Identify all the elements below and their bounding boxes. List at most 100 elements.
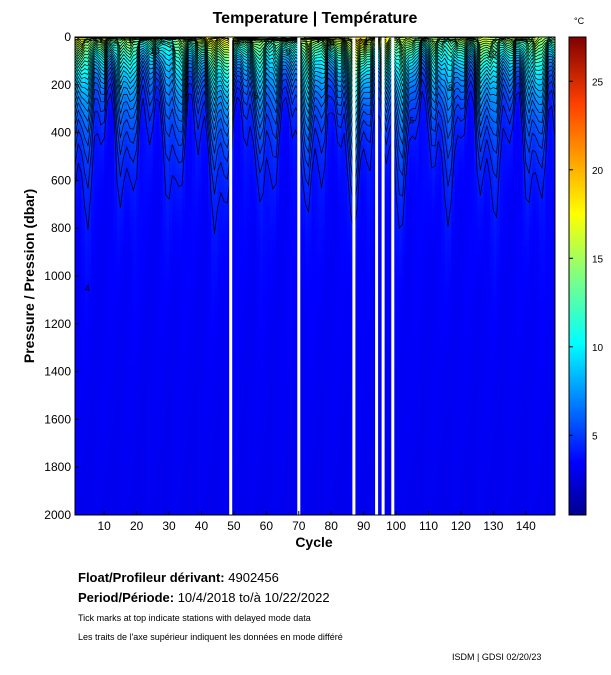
heatmap-cell bbox=[100, 371, 105, 379]
heatmap-cell bbox=[240, 377, 245, 385]
heatmap-cell bbox=[169, 162, 173, 170]
heatmap-cell bbox=[130, 491, 134, 498]
heatmap-cell bbox=[100, 252, 105, 259]
heatmap-cell bbox=[172, 461, 177, 468]
heatmap-cell bbox=[233, 425, 238, 432]
heatmap-cell bbox=[126, 353, 131, 361]
heatmap-cell bbox=[178, 425, 183, 432]
heatmap-cell bbox=[104, 311, 109, 319]
heatmap-cell bbox=[75, 335, 79, 343]
heatmap-cell bbox=[237, 425, 241, 432]
heatmap-cell bbox=[175, 431, 180, 438]
heatmap-cell bbox=[243, 270, 248, 277]
heatmap-cell bbox=[107, 72, 112, 80]
heatmap-cell bbox=[78, 317, 83, 325]
heatmap-cell bbox=[230, 437, 235, 444]
heatmap-cell bbox=[97, 204, 102, 211]
heatmap-cell bbox=[159, 479, 164, 486]
heatmap-cell bbox=[230, 425, 235, 432]
heatmap-cell bbox=[237, 114, 241, 122]
heatmap-cell bbox=[169, 287, 173, 295]
heatmap-cell bbox=[191, 359, 196, 367]
heatmap-cell bbox=[250, 437, 254, 444]
heatmap-cell bbox=[146, 120, 151, 128]
heatmap-cell bbox=[162, 359, 167, 367]
heatmap-cell bbox=[269, 413, 274, 421]
heatmap-cell bbox=[220, 335, 225, 343]
heatmap-cell bbox=[233, 323, 238, 331]
heatmap-cell bbox=[130, 162, 134, 170]
heatmap-cell bbox=[172, 120, 177, 128]
heatmap-cell bbox=[169, 407, 173, 415]
heatmap-cell bbox=[217, 252, 222, 259]
heatmap-cell bbox=[110, 138, 115, 146]
heatmap-cell bbox=[126, 359, 131, 367]
heatmap-cell bbox=[188, 132, 193, 140]
heatmap-cell bbox=[178, 204, 183, 211]
heatmap-cell bbox=[143, 192, 147, 199]
heatmap-cell bbox=[130, 204, 134, 211]
heatmap-cell bbox=[113, 449, 118, 456]
heatmap-cell bbox=[169, 455, 173, 462]
heatmap-cell bbox=[123, 174, 128, 181]
heatmap-cell bbox=[182, 198, 186, 205]
heatmap-cell bbox=[178, 449, 183, 456]
heatmap-cell bbox=[120, 276, 125, 283]
heatmap-cell bbox=[94, 461, 99, 468]
heatmap-cell bbox=[233, 54, 238, 62]
heatmap-cell bbox=[178, 389, 183, 397]
heatmap-cell bbox=[169, 461, 173, 468]
heatmap-cell bbox=[269, 455, 274, 462]
heatmap-cell bbox=[100, 497, 105, 504]
heatmap-cell bbox=[110, 174, 115, 181]
heatmap-cell bbox=[172, 455, 177, 462]
heatmap-cell bbox=[182, 180, 186, 187]
heatmap-cell bbox=[243, 401, 248, 409]
heatmap-cell bbox=[207, 425, 212, 432]
heatmap-cell bbox=[269, 150, 274, 158]
heatmap-cell bbox=[259, 473, 264, 480]
heatmap-cell bbox=[126, 389, 131, 397]
heatmap-cell bbox=[159, 305, 164, 313]
heatmap-cell bbox=[94, 491, 99, 498]
heatmap-cell bbox=[230, 204, 235, 211]
heatmap-cell bbox=[146, 276, 151, 283]
heatmap-cell bbox=[165, 102, 170, 110]
heatmap-cell bbox=[94, 341, 99, 349]
heatmap-cell bbox=[91, 347, 96, 355]
heatmap-cell bbox=[217, 126, 222, 134]
heatmap-cell bbox=[172, 335, 177, 343]
heatmap-cell bbox=[237, 281, 241, 289]
heatmap-cell bbox=[243, 198, 248, 205]
heatmap-cell bbox=[195, 455, 199, 462]
heatmap-cell bbox=[178, 216, 183, 223]
heatmap-cell bbox=[172, 37, 177, 44]
heatmap-cell bbox=[159, 497, 164, 504]
heatmap-cell bbox=[91, 425, 96, 432]
heatmap-cell bbox=[100, 234, 105, 241]
heatmap-cell bbox=[136, 270, 141, 277]
heatmap-cell bbox=[172, 264, 177, 271]
heatmap-cell bbox=[188, 287, 193, 295]
heatmap-cell bbox=[182, 305, 186, 313]
heatmap-cell bbox=[94, 162, 99, 170]
heatmap-cell bbox=[220, 353, 225, 361]
heatmap-cell bbox=[195, 60, 199, 68]
heatmap-cell bbox=[272, 156, 277, 164]
heatmap-cell bbox=[84, 371, 89, 379]
heatmap-cell bbox=[211, 198, 216, 205]
heatmap-cell bbox=[195, 120, 199, 128]
heatmap-cell bbox=[130, 168, 134, 176]
heatmap-cell bbox=[143, 168, 147, 176]
heatmap-cell bbox=[169, 299, 173, 307]
heatmap-cell bbox=[126, 66, 131, 74]
heatmap-cell bbox=[269, 437, 274, 444]
heatmap-cell bbox=[185, 323, 190, 331]
heatmap-cell bbox=[75, 186, 79, 193]
heatmap-cell bbox=[233, 156, 238, 164]
heatmap-cell bbox=[224, 72, 229, 80]
heatmap-cell bbox=[113, 210, 118, 217]
heatmap-cell bbox=[195, 323, 199, 331]
heatmap-cell bbox=[87, 180, 92, 187]
heatmap-cell bbox=[185, 371, 190, 379]
